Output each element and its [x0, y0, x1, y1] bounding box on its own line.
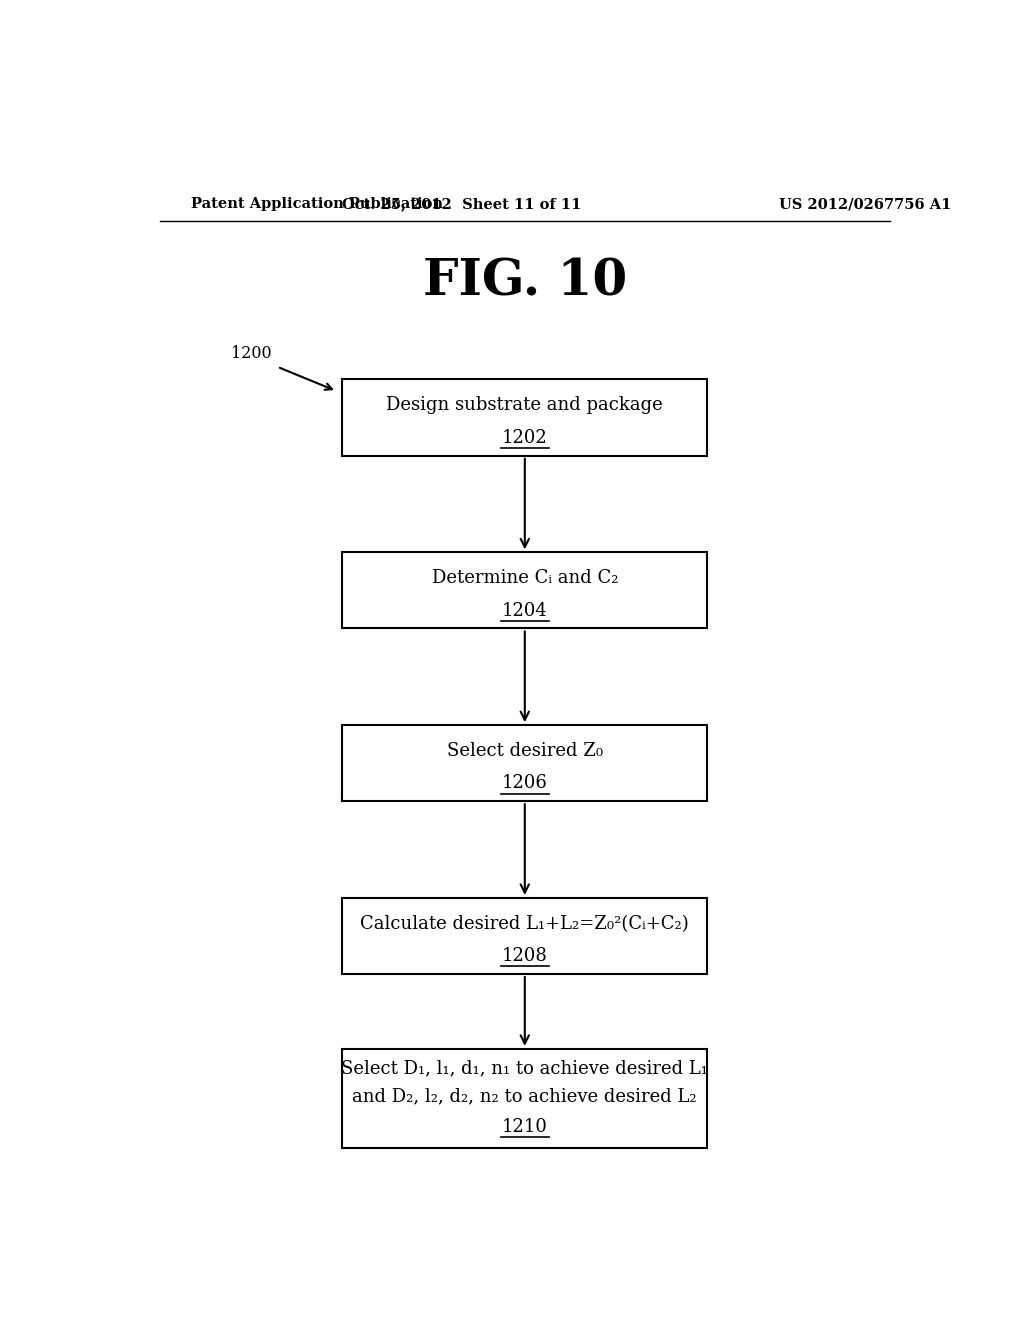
- Text: and D₂, l₂, d₂, n₂ to achieve desired L₂: and D₂, l₂, d₂, n₂ to achieve desired L₂: [352, 1088, 697, 1106]
- Text: Determine Cᵢ and C₂: Determine Cᵢ and C₂: [431, 569, 618, 587]
- Text: Design substrate and package: Design substrate and package: [386, 396, 664, 414]
- FancyBboxPatch shape: [342, 552, 708, 628]
- FancyBboxPatch shape: [342, 898, 708, 974]
- Text: Oct. 25, 2012  Sheet 11 of 11: Oct. 25, 2012 Sheet 11 of 11: [342, 197, 581, 211]
- FancyBboxPatch shape: [342, 379, 708, 455]
- Text: 1200: 1200: [230, 345, 271, 362]
- Text: 1204: 1204: [502, 602, 548, 619]
- Text: 1206: 1206: [502, 775, 548, 792]
- Text: US 2012/0267756 A1: US 2012/0267756 A1: [778, 197, 951, 211]
- Text: 1208: 1208: [502, 948, 548, 965]
- Text: Calculate desired L₁+L₂=Z₀²(Cᵢ+C₂): Calculate desired L₁+L₂=Z₀²(Cᵢ+C₂): [360, 915, 689, 933]
- Text: Select D₁, l₁, d₁, n₁ to achieve desired L₁: Select D₁, l₁, d₁, n₁ to achieve desired…: [341, 1059, 709, 1077]
- Text: Select desired Z₀: Select desired Z₀: [446, 742, 603, 760]
- Text: 1202: 1202: [502, 429, 548, 447]
- FancyBboxPatch shape: [342, 1049, 708, 1148]
- Text: Patent Application Publication: Patent Application Publication: [191, 197, 443, 211]
- Text: FIG. 10: FIG. 10: [423, 257, 627, 308]
- Text: 1210: 1210: [502, 1118, 548, 1137]
- FancyBboxPatch shape: [342, 725, 708, 801]
